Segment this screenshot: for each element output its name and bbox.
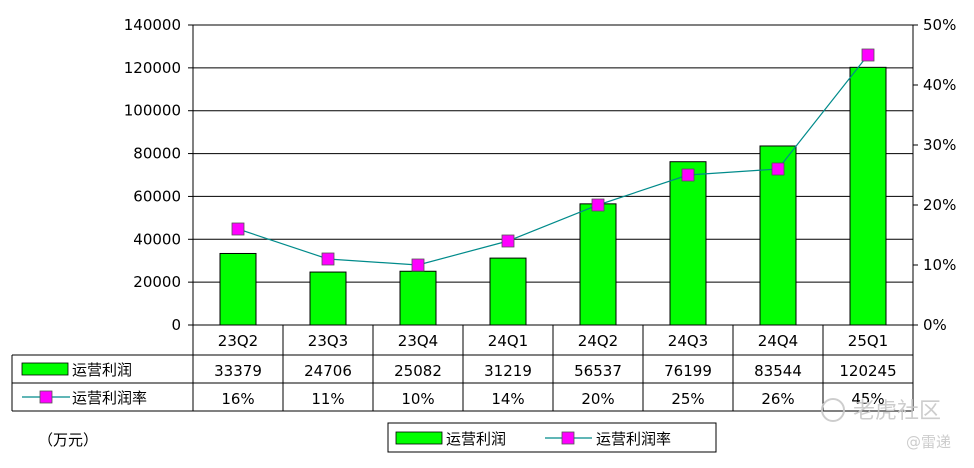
y-right-tick-label: 20% xyxy=(923,196,956,214)
bar xyxy=(579,203,617,326)
y-left-tick-label: 0 xyxy=(171,316,181,334)
line-marker xyxy=(591,198,605,212)
y-right-tick-label: 10% xyxy=(923,256,956,274)
bar xyxy=(669,161,707,326)
bar xyxy=(849,66,887,326)
bar-series xyxy=(219,66,887,326)
y-right-tick-label: 40% xyxy=(923,76,956,94)
table-marker-swatch xyxy=(39,390,53,404)
x-category-label: 24Q2 xyxy=(578,332,618,350)
table-cell: 45% xyxy=(851,390,884,408)
line-marker xyxy=(681,168,695,182)
table-cell: 25082 xyxy=(394,362,442,380)
line-marker xyxy=(231,222,245,236)
bar xyxy=(399,270,437,326)
y-right-tick-label: 0% xyxy=(923,316,947,334)
table-cell: 20% xyxy=(581,390,614,408)
legend-label: 运营利润率 xyxy=(596,430,671,448)
bar xyxy=(759,145,797,326)
y-right-tick-label: 30% xyxy=(923,136,956,154)
legend-label: 运营利润 xyxy=(446,430,506,448)
legend-marker-swatch xyxy=(561,431,575,445)
line-marker xyxy=(861,48,875,62)
bar xyxy=(309,271,347,326)
x-category-label: 24Q3 xyxy=(668,332,708,350)
y-left-tick-label: 20000 xyxy=(133,273,181,291)
legend-bar-swatch xyxy=(395,431,443,445)
legend: 运营利润 运营利润率 xyxy=(387,422,717,453)
y-left-tick-label: 80000 xyxy=(133,145,181,163)
y-left-tick-label: 60000 xyxy=(133,187,181,205)
unit-label: （万元） xyxy=(38,431,98,449)
bar xyxy=(219,252,257,326)
table-bar-swatch xyxy=(21,362,69,376)
table-cell: 33379 xyxy=(214,362,262,380)
x-category-label: 24Q4 xyxy=(758,332,798,350)
table-cell: 120245 xyxy=(839,362,896,380)
data-table: 23Q2 23Q3 23Q4 24Q1 24Q2 24Q3 24Q4 25Q1 运营利润运营利润… xyxy=(11,324,914,412)
y-right-tick-label: 50% xyxy=(923,16,956,34)
line-marker xyxy=(321,252,335,266)
table-cell: 83544 xyxy=(754,362,802,380)
y-left-tick-label: 140000 xyxy=(124,16,181,34)
y-left-tick-label: 100000 xyxy=(124,102,181,120)
watermark-sub: @雷递 xyxy=(906,433,951,451)
table-cell: 16% xyxy=(221,390,254,408)
y-left-tick-label: 120000 xyxy=(124,59,181,77)
x-category-label: 23Q2 xyxy=(218,332,258,350)
table-row-header: 运营利润 xyxy=(72,361,132,379)
line-marker xyxy=(411,258,425,272)
watermark-text: 老虎社区 xyxy=(853,399,941,424)
table-cell: 26% xyxy=(761,390,794,408)
series-line xyxy=(237,54,869,266)
table-cell: 31219 xyxy=(484,362,532,380)
watermark: 老虎社区 @雷递 xyxy=(821,398,951,451)
line-series xyxy=(231,48,875,272)
table-row-header: 运营利润率 xyxy=(72,389,147,407)
table-cell: 76199 xyxy=(664,362,712,380)
y-left-tick-label: 40000 xyxy=(133,230,181,248)
gridlines xyxy=(193,24,913,283)
x-category-label: 23Q3 xyxy=(308,332,348,350)
table-cell: 10% xyxy=(401,390,434,408)
line-marker xyxy=(771,162,785,176)
axes: 0 20000 40000 60000 80000 100000 120000 140000 0… xyxy=(124,16,957,334)
bar xyxy=(489,257,527,326)
x-category-label: 23Q4 xyxy=(398,332,438,350)
table-cell: 25% xyxy=(671,390,704,408)
table-cell: 11% xyxy=(311,390,344,408)
x-category-label: 24Q1 xyxy=(488,332,528,350)
table-cell: 24706 xyxy=(304,362,352,380)
line-marker xyxy=(501,234,515,248)
table-cell: 14% xyxy=(491,390,524,408)
x-category-label: 25Q1 xyxy=(848,332,888,350)
table-cell: 56537 xyxy=(574,362,622,380)
